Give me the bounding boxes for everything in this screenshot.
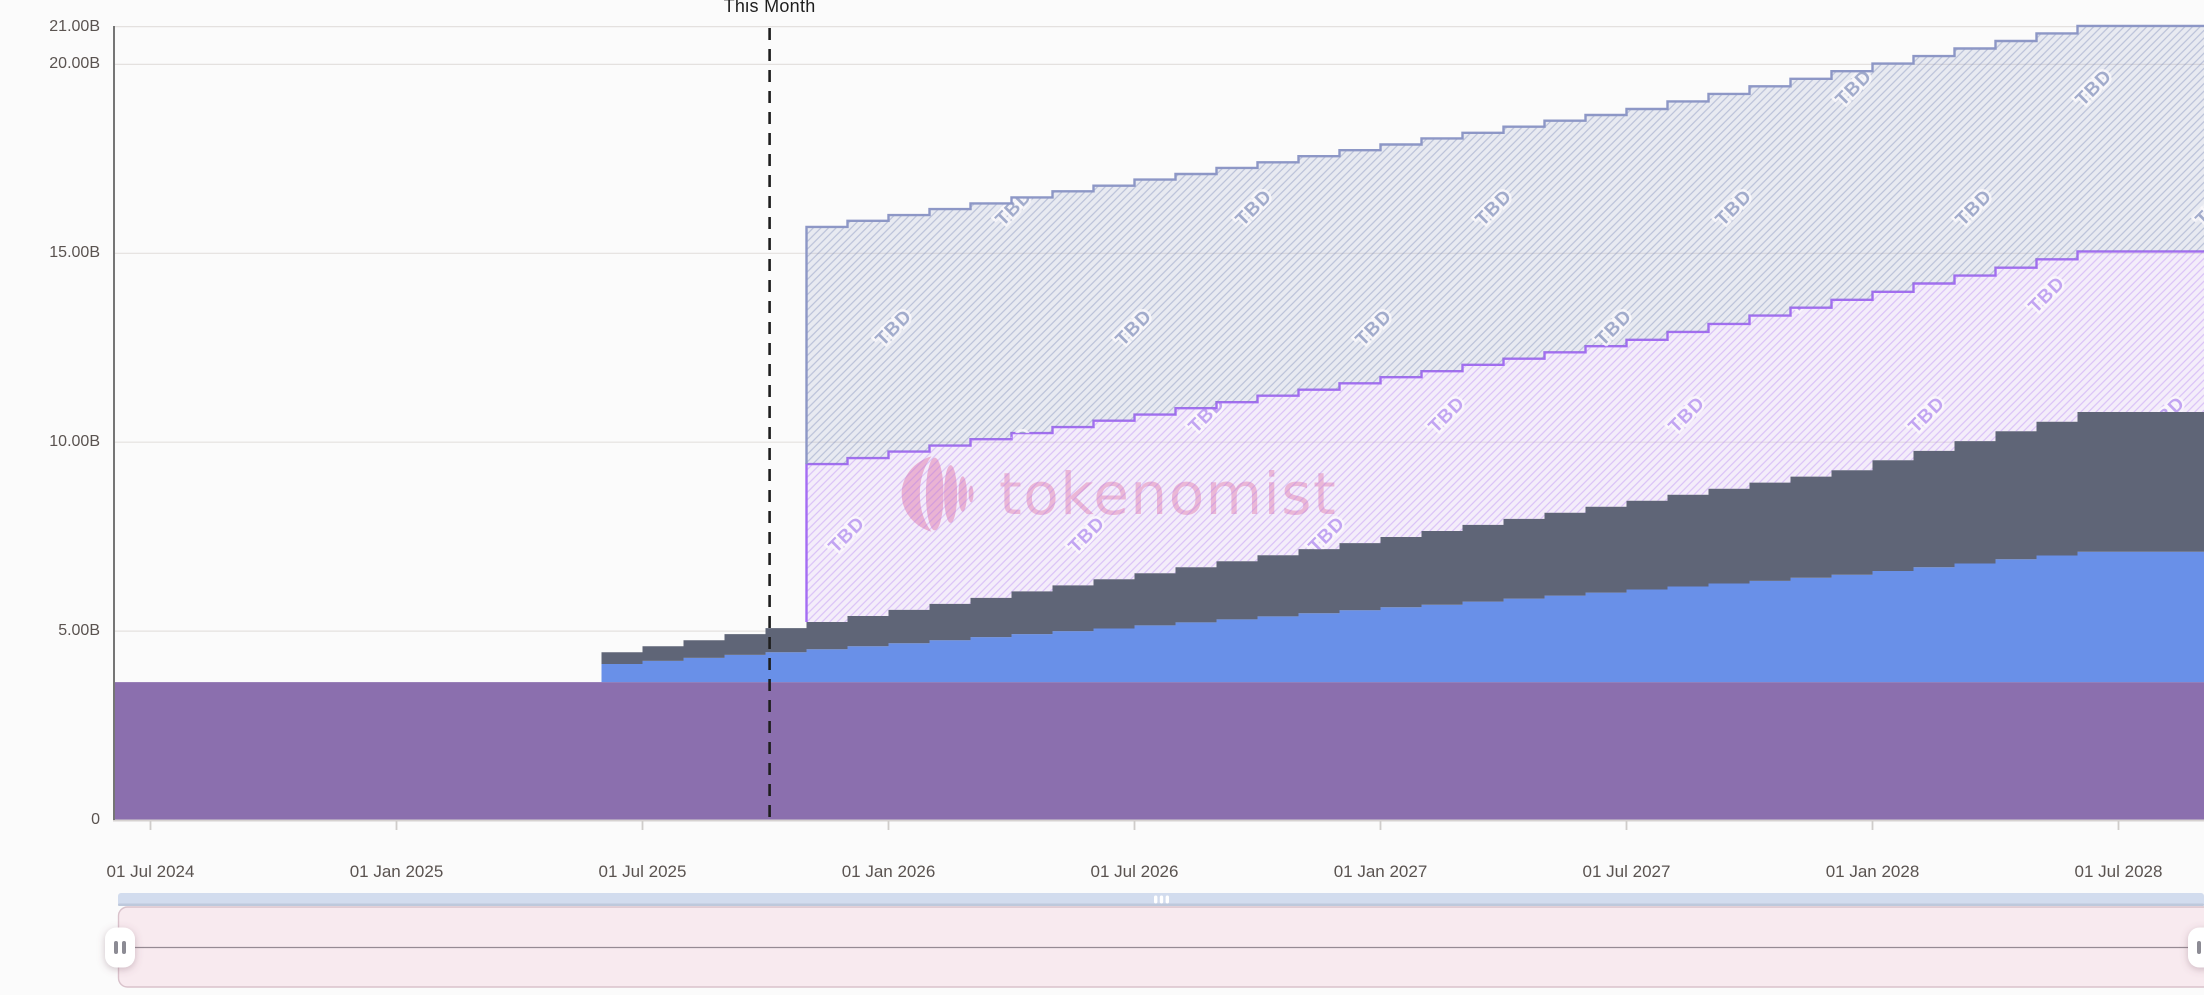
handle-grip-bar [122, 941, 126, 954]
this-month-label: This Month [723, 0, 816, 16]
area-blue-solid[interactable] [601, 551, 2204, 683]
area-bluegray-hatched-tbd-labels [806, 25, 2204, 465]
axes [113, 26, 2204, 830]
datazoom-handle-right[interactable] [2188, 927, 2204, 968]
area-violet-hatched-tbd-labels [806, 251, 2204, 622]
series-areas [110, 24, 2204, 820]
datazoom-track-grip[interactable] [1154, 895, 1169, 904]
handle-grip-bar [114, 941, 118, 954]
datazoom-track-edge [118, 903, 2204, 906]
handle-grip-bar [2197, 941, 2201, 954]
datazoom-handle-left[interactable] [105, 927, 135, 968]
area-purple-solid[interactable] [110, 682, 2204, 820]
area-bluegray-hatched-border [805, 24, 2204, 465]
area-slate-solid[interactable] [601, 412, 2204, 664]
